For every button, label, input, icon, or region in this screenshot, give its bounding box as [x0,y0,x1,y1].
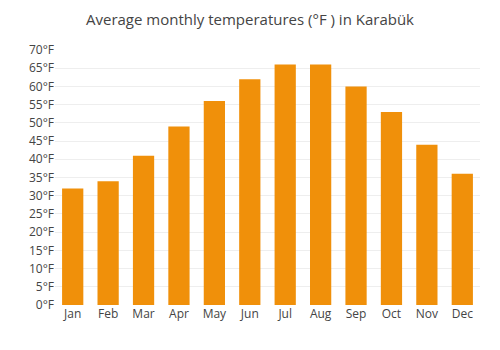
svg-text:40°F: 40°F [29,150,54,167]
svg-text:25°F: 25°F [29,205,54,222]
svg-text:15°F: 15°F [29,242,54,259]
svg-text:10°F: 10°F [29,260,54,277]
svg-text:Nov: Nov [416,305,438,322]
svg-text:Aug: Aug [310,305,332,322]
svg-text:70°F: 70°F [29,41,54,58]
svg-text:0°F: 0°F [36,296,54,313]
svg-text:35°F: 35°F [29,169,54,186]
svg-text:Average monthly temperatures (: Average monthly temperatures (°F ) in Ka… [86,9,414,29]
svg-text:Jun: Jun [240,305,259,322]
svg-text:65°F: 65°F [29,59,54,76]
svg-text:45°F: 45°F [29,132,54,149]
svg-text:20°F: 20°F [29,223,54,240]
svg-text:55°F: 55°F [29,96,54,113]
svg-text:30°F: 30°F [29,187,54,204]
svg-text:Oct: Oct [382,305,401,322]
svg-text:Jan: Jan [63,305,81,322]
svg-text:Mar: Mar [132,305,154,322]
svg-text:60°F: 60°F [29,78,54,95]
svg-text:Jul: Jul [277,305,292,322]
svg-text:50°F: 50°F [29,114,54,131]
svg-text:Feb: Feb [98,305,118,322]
svg-text:Sep: Sep [346,305,367,322]
svg-text:5°F: 5°F [36,278,54,295]
svg-text:Dec: Dec [452,305,473,322]
svg-text:Apr: Apr [169,305,189,322]
svg-text:May: May [203,305,227,322]
